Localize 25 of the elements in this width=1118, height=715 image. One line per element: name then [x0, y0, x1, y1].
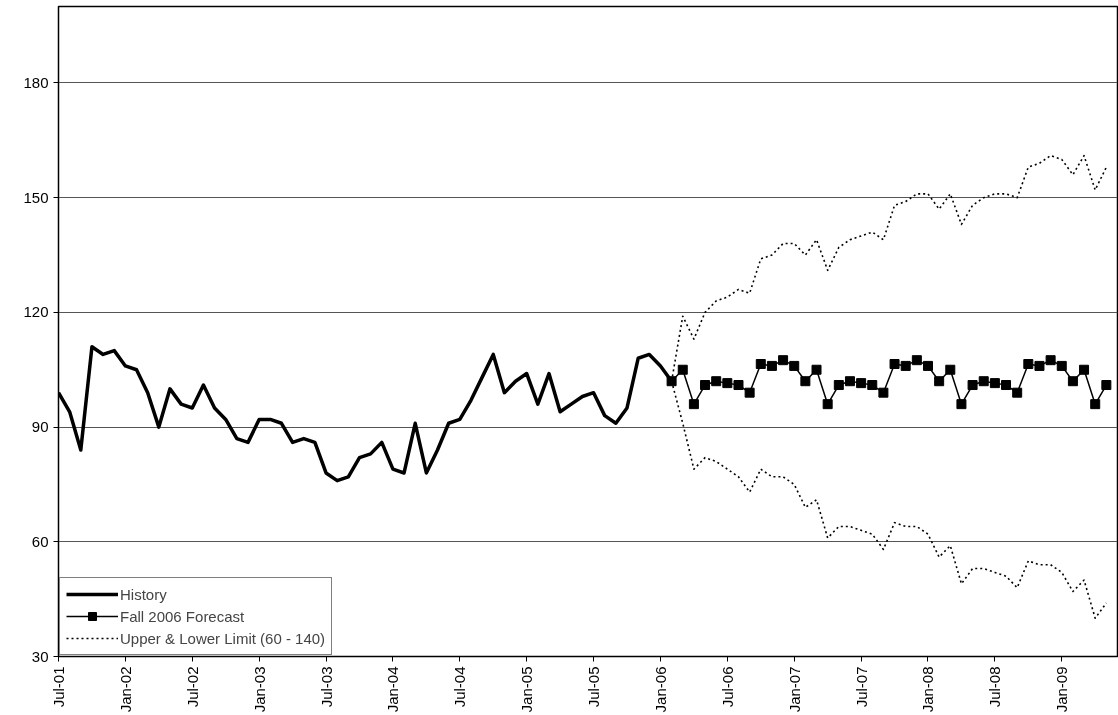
x-tick-label: Jan-04 [384, 666, 402, 713]
x-tick-label: Jul-07 [852, 666, 870, 708]
x-tick-label: Jul-01 [50, 666, 67, 708]
y-tick-label: 150 [23, 188, 49, 206]
x-tick-label: Jul-06 [718, 666, 736, 708]
x-tick-label: Jan-08 [919, 666, 937, 713]
legend-label: Upper & Lower Limit (60 - 140) [120, 629, 326, 647]
x-tick-label: Jul-04 [451, 666, 469, 708]
x-tick-label: Jul-02 [183, 666, 201, 708]
x-tick-label: Jan-09 [1053, 666, 1071, 713]
x-tick-label: Jul-03 [317, 666, 335, 708]
y-tick-label: 60 [31, 532, 49, 550]
legend-label: Fall 2006 Forecast [120, 607, 245, 625]
x-tick-label: Jan-07 [785, 666, 803, 713]
y-tick-label: 30 [31, 647, 49, 665]
y-tick-label: 90 [31, 418, 49, 436]
x-tick-label: Jan-03 [250, 666, 268, 713]
x-tick-label: Jul-05 [585, 666, 603, 708]
y-tick-label: 120 [23, 303, 49, 321]
x-tick-label: Jan-06 [651, 666, 669, 713]
x-tick-label: Jan-02 [116, 666, 134, 713]
x-tick-label: Jul-08 [986, 666, 1004, 708]
x-tick-label: Jan-05 [518, 666, 536, 713]
y-tick-label: 180 [23, 73, 49, 91]
legend-label: History [120, 585, 167, 603]
